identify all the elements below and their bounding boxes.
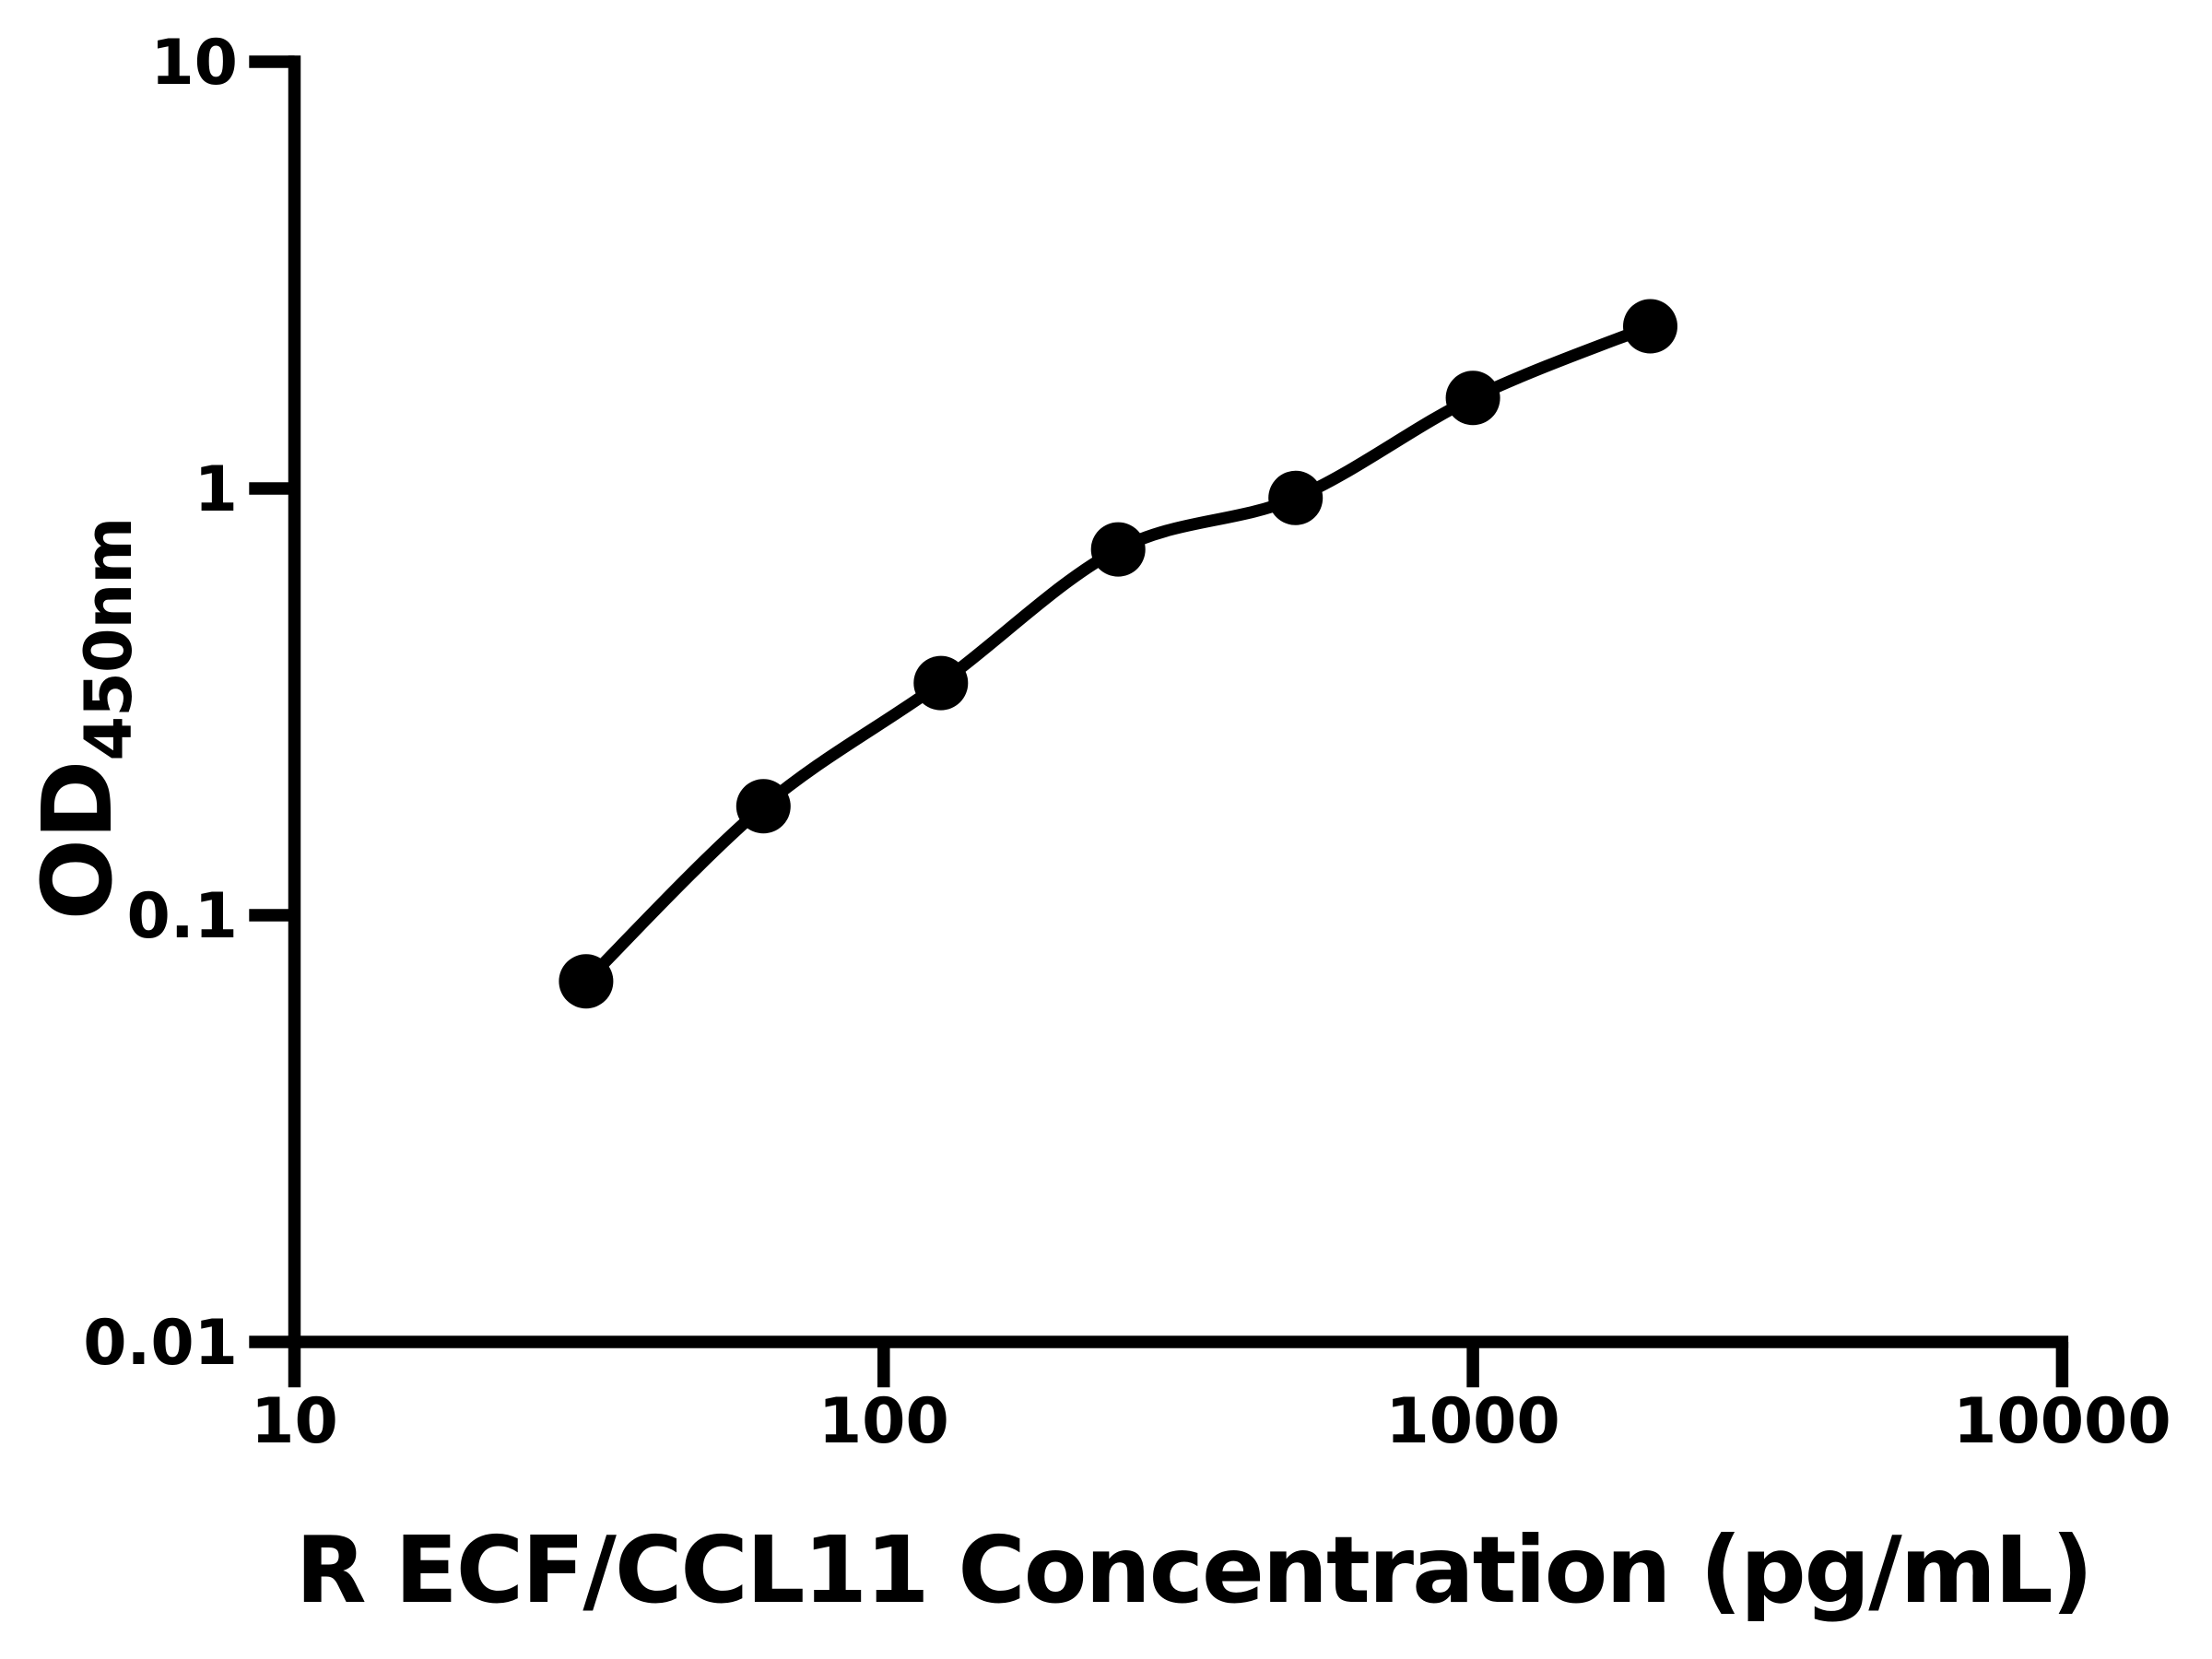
data-point-marker (559, 954, 614, 1009)
y-axis-title-subscript: 450nm (71, 518, 147, 761)
x-tick-label: 10 (251, 1385, 338, 1458)
x-tick-label: 10000 (1953, 1385, 2171, 1458)
data-point-marker (735, 779, 791, 834)
x-tick-label: 100 (818, 1385, 949, 1458)
plot-area: 10 100 1000 10000 0.01 0.1 1 10 (83, 27, 2171, 1458)
data-point-marker (1623, 299, 1677, 354)
y-tick-label: 1 (194, 453, 238, 526)
data-point-marker (913, 655, 969, 711)
y-tick-label: 10 (150, 27, 238, 100)
y-axis-title: OD450nm (21, 518, 147, 921)
x-axis-title: R ECF/CCL11 Concentration (pg/mL) (296, 1516, 2092, 1624)
y-tick-label: 0.1 (127, 880, 238, 953)
data-point-marker (1445, 371, 1500, 426)
standard-curve-line (580, 320, 1656, 988)
y-axis-title-main: OD (21, 761, 134, 921)
x-tick-label: 1000 (1385, 1385, 1559, 1458)
data-point-marker (1090, 522, 1146, 577)
y-tick-label: 0.01 (83, 1307, 238, 1380)
data-point-marker (1268, 470, 1324, 525)
